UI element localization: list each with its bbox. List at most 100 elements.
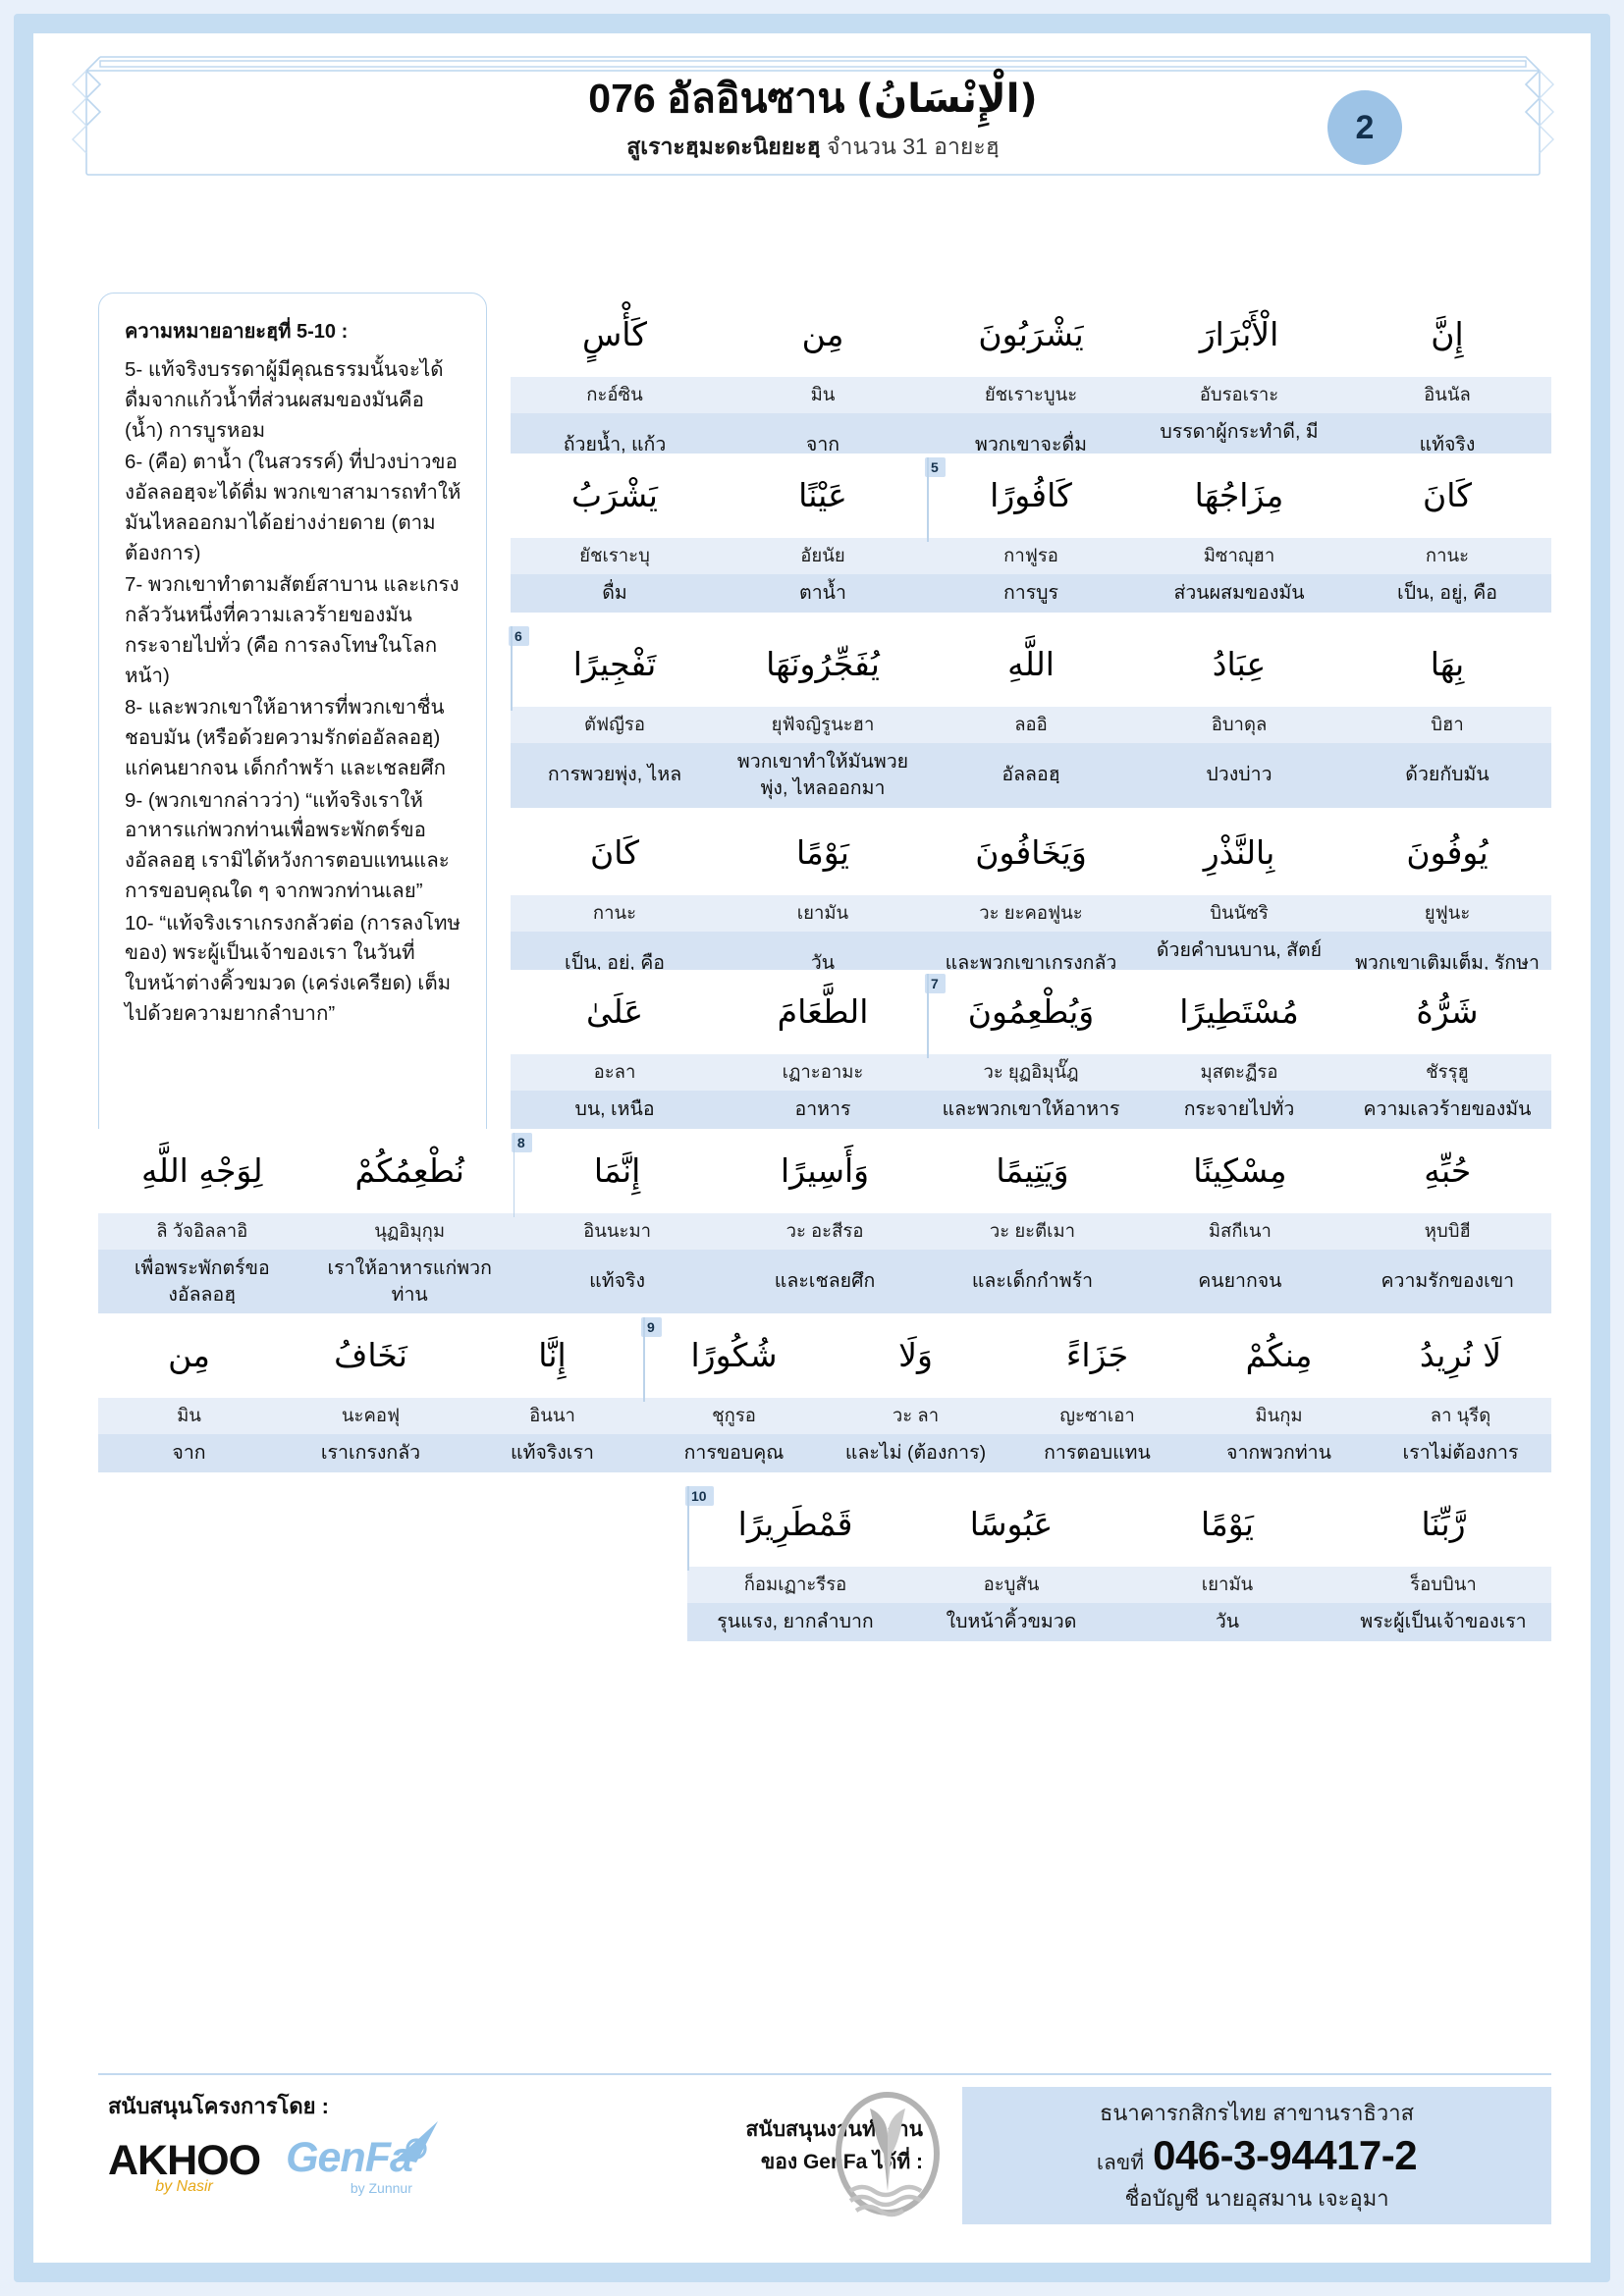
word-cell-arabic: يَوْمًا	[1201, 1505, 1254, 1544]
word-cell-translit: อัยนัย	[800, 545, 845, 565]
word-cell-meaning: เป็น, อยู่, คือ	[565, 952, 665, 975]
word-cell-meaning: อาหาร	[794, 1097, 851, 1120]
word-cell-meaning: การบูร	[1002, 581, 1059, 604]
word-cell-arabic: رَّبِّنَا	[1421, 1505, 1466, 1544]
ayah-number-tag: 7	[925, 974, 946, 994]
word-cell-arabic: وَيَتِيمًا	[996, 1151, 1069, 1191]
word-row-translit: ยูฟูนะ บินนัซริ วะ ยะคอฟูนะ เยามัน กานะ	[511, 895, 1551, 932]
word-row-arabic: رَّبِّنَا يَوْمًا عَبُوسًا قَمْطَرِيرًا 10	[685, 1482, 1551, 1571]
word-row-arabic: لَا نُرِيدُ مِنكُمْ جَزَاءً وَلَا شُكُورًا 9 إ…	[98, 1313, 1551, 1402]
word-cell-translit: มิน	[177, 1405, 201, 1425]
word-row-meaning: เราไม่ต้องการ จากพวกท่าน การตอบแทน และไม่ (…	[98, 1433, 1551, 1472]
word-cell-translit: อับรอเราะ	[1199, 384, 1279, 404]
word-row-arabic: كَانَ مِزَاجُهَا كَافُورًا 5 عَيْنًا يَشْرَبُ	[511, 454, 1551, 542]
word-cell-arabic: نُطْعِمُكُمْ	[354, 1151, 464, 1191]
bank-account-box: ธนาคารกสิกรไทย สาขานราธิวาส เลขที่ 046-3…	[962, 2087, 1551, 2224]
word-cell-arabic: كَانَ	[1423, 476, 1472, 515]
page-footer: สนับสนุนโครงการโดย : AKHOO by Nasir GenF…	[98, 2073, 1551, 2238]
word-cell-meaning: พระผู้เป็นเจ้าของเรา	[1360, 1610, 1527, 1632]
word-cell-arabic: إِنَّمَا 8	[511, 1129, 721, 1217]
word-cell-meaning: การพวยพุ่ง, ไหล	[547, 764, 682, 786]
ayah-meaning-panel: ความหมายอายะฮฺที่ 5-10 : 5- แท้จริงบรรดา…	[98, 293, 487, 1245]
akhoo-logo-text: AKHOO	[108, 2137, 261, 2184]
word-cell-meaning: การตอบแทน	[1044, 1441, 1151, 1464]
word-cell-meaning: เราเกรงกลัว	[320, 1441, 421, 1464]
word-cell-translit: หุบบิฮี	[1424, 1220, 1471, 1241]
word-cell-translit: อินนะมา	[583, 1220, 652, 1241]
surah-type-label: สูเราะฮฺมะดะนิยยะฮฺ	[626, 133, 821, 160]
word-cell-arabic: عَلَىٰ	[585, 992, 644, 1032]
genfa-arrow-icon	[396, 2121, 438, 2163]
word-cell-translit: ชัรรุฮู	[1426, 1061, 1469, 1082]
word-cell-arabic: مِسْكِينًا	[1193, 1151, 1287, 1191]
word-cell-arabic: عَيْنًا	[798, 476, 847, 515]
page-title: 076 อัลอินซาน (الْإِنْسَانُ)	[67, 75, 1559, 123]
word-cell-arabic: كَافُورًا 5	[925, 454, 1135, 542]
genfa-logo-text: GenFa	[286, 2134, 413, 2181]
word-cell-translit: มุสตะฏีรอ	[1200, 1061, 1278, 1082]
word-cell-meaning: จาก	[172, 1441, 206, 1464]
word-cell-meaning: และไม่ (ต้องการ)	[844, 1441, 987, 1464]
word-row-arabic: بِهَا عِبَادُ اللَّهِ يُفَجِّرُونَهَا تَفْجِ…	[509, 622, 1551, 711]
word-cell-arabic: لَا نُرِيدُ	[1419, 1336, 1502, 1375]
verse-row-block: شَرُّهُ مُسْتَطِيرًا وَيُطْعِمُونَ 7 الطَّعَ…	[511, 970, 1551, 1129]
word-row-translit: ชัรรุฮู มุสตะฏีรอ วะ ยุฏอิมุนั๊ฎ เฏาะอามะ อะ…	[511, 1054, 1551, 1091]
word-cell-meaning: ปวงบ่าว	[1206, 764, 1272, 786]
word-cell-arabic: اللَّهِ	[1007, 645, 1055, 684]
word-cell-meaning: พวกเขาเติมเต็ม, รักษา	[1355, 952, 1540, 975]
note-line: 10- “แท้จริงเราเกรงกลัวต่อ (การลงโทษของ)…	[125, 911, 461, 1025]
word-cell-arabic: وَلَا	[898, 1336, 933, 1375]
word-cell-translit: ยัชเราะบุ	[579, 545, 650, 565]
word-row-arabic: شَرُّهُ مُسْتَطِيرًا وَيُطْعِمُونَ 7 الطَّعَ…	[511, 970, 1551, 1058]
word-cell-arabic: حُبِّهِ	[1424, 1151, 1472, 1191]
word-cell-translit: อะบูสัน	[983, 1574, 1040, 1594]
word-cell-arabic: يَوْمًا	[796, 833, 849, 873]
word-row-meaning: ความเลวร้ายของมัน กระจายไปทั่ว และพวกเขาให…	[511, 1090, 1551, 1129]
word-row-translit: ลา นุรีดุ มินกุม ญะซาเอา วะ ลา ชุกูรอ อินนา นะ…	[98, 1398, 1551, 1434]
kbank-logo-icon	[836, 2092, 940, 2217]
word-cell-translit: มิสกีเนา	[1208, 1220, 1272, 1241]
account-number-label: เลขที่	[1096, 2152, 1145, 2174]
word-cell-arabic: مِن	[168, 1336, 210, 1375]
note-line: 8- และพวกเขาให้อาหารที่พวกเขาชื่นชอบมัน …	[125, 696, 447, 779]
word-cell-translit: ชุกูรอ	[712, 1405, 756, 1425]
word-cell-arabic: تَفْجِيرًا 6	[509, 622, 719, 711]
word-cell-translit: มิซาญุฮา	[1203, 545, 1275, 565]
word-cell-translit: วะ ยุฏอิมุนั๊ฎ	[983, 1061, 1079, 1082]
word-row-arabic: حُبِّهِ مِسْكِينًا وَيَتِيمًا وَأَسِيرًا إِن…	[98, 1129, 1551, 1217]
ayah-number-tag: 9	[641, 1317, 662, 1338]
word-cell-meaning: ความเลวร้ายของมัน	[1363, 1097, 1532, 1120]
ayah-number-tag: 8	[511, 1133, 532, 1153]
word-cell-translit: กาฟูรอ	[1003, 545, 1058, 565]
word-cell-arabic: شَرُّهُ	[1416, 992, 1479, 1032]
word-cell-translit: ตัฟญีรอ	[584, 714, 645, 734]
word-cell-arabic: إِنَّا	[538, 1336, 567, 1375]
word-row-meaning: เป็น, อยู่, คือ ส่วนผสมของมัน การบูร ตาน้ำ ด…	[511, 573, 1551, 613]
word-cell-meaning: และพวกเขาเกรงกลัว	[945, 952, 1117, 975]
word-cell-arabic: بِالنَّذْرِ	[1203, 833, 1275, 873]
word-cell-meaning: จากพวกท่าน	[1226, 1441, 1331, 1464]
word-cell-translit: ยุฟัจญิรูนะฮา	[771, 714, 875, 734]
word-cell-meaning: เพื่อพระพักตร์ของอัลลอฮฺ	[134, 1256, 270, 1306]
genfa-logo: GenFa by Zunnur	[286, 2121, 438, 2196]
word-cell-arabic: جَزَاءً	[1065, 1336, 1129, 1375]
word-cell-translit: มินกุม	[1255, 1405, 1303, 1425]
word-cell-translit: กะอ์ซิน	[586, 384, 643, 404]
surah-title-thai: 076 อัลอินซาน	[588, 76, 845, 121]
ayah-divider-line	[513, 1133, 515, 1217]
verse-row-block: إِنَّ الْأَبْرَارَ يَشْرَبُونَ مِن كَأْسٍ อิน…	[511, 293, 1551, 478]
word-cell-meaning: วัน	[1215, 1610, 1240, 1632]
word-cell-translit: ลออิ	[1014, 714, 1048, 734]
ayah-divider-line	[927, 457, 929, 542]
word-cell-translit: วะ ยะตีเมา	[989, 1220, 1076, 1241]
word-cell-meaning: แท้จริง	[589, 1270, 646, 1293]
word-cell-arabic: مِن	[801, 315, 844, 354]
word-cell-translit: บิฮา	[1431, 714, 1464, 734]
word-cell-translit: นะคอฟุ	[341, 1405, 401, 1425]
word-cell-arabic: مِنكُمْ	[1245, 1336, 1313, 1375]
word-cell-arabic: مُسْتَطِيرًا	[1179, 992, 1299, 1032]
word-cell-meaning: ตาน้ำ	[799, 581, 846, 604]
support-note-line2: ของ GenFa ได้ที่ :	[760, 2150, 923, 2173]
word-cell-arabic: يَشْرَبُ	[571, 476, 658, 515]
word-cell-arabic: وَيُطْعِمُونَ 7	[925, 970, 1135, 1058]
